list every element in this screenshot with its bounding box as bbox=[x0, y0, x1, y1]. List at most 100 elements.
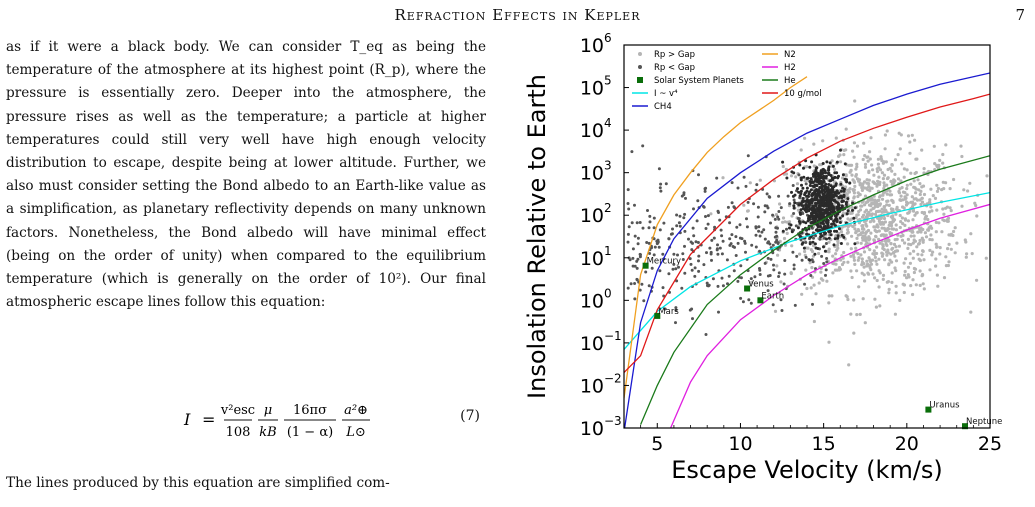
data-point-rp-below-gap bbox=[835, 229, 839, 233]
data-point-rp-above-gap bbox=[846, 242, 850, 246]
data-point-rp-above-gap bbox=[833, 268, 837, 272]
data-point-rp-above-gap bbox=[885, 203, 889, 207]
data-point-rp-above-gap bbox=[913, 267, 918, 271]
data-point-rp-below-gap bbox=[707, 283, 711, 287]
data-point-rp-above-gap bbox=[926, 228, 931, 232]
data-point-rp-below-gap bbox=[815, 212, 819, 216]
data-point-rp-below-gap bbox=[792, 212, 796, 215]
data-point-rp-below-gap bbox=[735, 225, 739, 229]
equation-svg: I = v²esc 108 μ kB 16πσ (1 − α) a²⊕ L⊙ bbox=[183, 403, 370, 440]
data-point-rp-below-gap bbox=[704, 227, 708, 230]
data-point-rp-above-gap bbox=[853, 99, 857, 103]
data-point-rp-above-gap bbox=[862, 250, 867, 254]
data-point-rp-above-gap bbox=[935, 183, 939, 187]
data-point-rp-below-gap bbox=[694, 240, 698, 244]
data-point-rp-above-gap bbox=[855, 269, 859, 273]
data-point-rp-above-gap bbox=[886, 176, 890, 180]
data-point-rp-above-gap bbox=[906, 211, 910, 215]
data-point-rp-below-gap bbox=[813, 252, 817, 256]
data-point-rp-above-gap bbox=[827, 340, 831, 344]
data-point-rp-above-gap bbox=[782, 236, 787, 241]
y-tick-label: 10 bbox=[580, 248, 604, 270]
data-point-rp-below-gap bbox=[828, 230, 831, 234]
data-point-rp-below-gap bbox=[647, 284, 651, 288]
data-point-rp-below-gap bbox=[697, 269, 701, 273]
data-point-rp-above-gap bbox=[898, 187, 902, 191]
data-point-rp-above-gap bbox=[889, 224, 894, 228]
data-point-rp-above-gap bbox=[934, 257, 938, 261]
data-point-rp-above-gap bbox=[830, 159, 834, 163]
data-point-rp-above-gap bbox=[856, 258, 860, 262]
planet-marker bbox=[925, 406, 932, 413]
data-point-rp-below-gap bbox=[831, 207, 835, 211]
data-point-rp-below-gap bbox=[792, 171, 796, 175]
data-point-rp-above-gap bbox=[784, 172, 789, 176]
x-tick-label: 25 bbox=[978, 433, 1002, 455]
data-point-rp-above-gap bbox=[913, 239, 917, 243]
data-point-rp-above-gap bbox=[894, 223, 898, 227]
data-point-rp-below-gap bbox=[695, 219, 699, 223]
y-tick-label: 10 bbox=[580, 35, 604, 57]
data-point-rp-below-gap bbox=[835, 160, 839, 164]
data-point-rp-above-gap bbox=[896, 177, 901, 181]
data-point-rp-below-gap bbox=[804, 241, 808, 244]
data-point-rp-above-gap bbox=[914, 187, 918, 191]
data-point-rp-above-gap bbox=[885, 253, 889, 257]
data-point-rp-below-gap bbox=[812, 174, 815, 178]
data-point-rp-above-gap bbox=[877, 285, 881, 289]
legend-label: H2 bbox=[784, 63, 796, 73]
data-point-rp-above-gap bbox=[904, 196, 908, 200]
data-point-rp-above-gap bbox=[913, 171, 917, 176]
data-point-rp-above-gap bbox=[893, 254, 897, 258]
data-point-rp-below-gap bbox=[777, 275, 781, 278]
data-point-rp-below-gap bbox=[743, 241, 747, 245]
data-point-rp-above-gap bbox=[803, 136, 807, 140]
data-point-rp-above-gap bbox=[906, 265, 911, 269]
data-point-rp-above-gap bbox=[890, 271, 894, 275]
data-point-rp-above-gap bbox=[858, 193, 862, 197]
data-point-rp-above-gap bbox=[890, 169, 894, 173]
data-point-rp-above-gap bbox=[890, 163, 894, 167]
data-point-rp-below-gap bbox=[674, 321, 677, 325]
data-point-rp-above-gap bbox=[899, 133, 903, 137]
data-point-rp-below-gap bbox=[794, 224, 798, 228]
data-point-rp-above-gap bbox=[814, 292, 818, 296]
y-tick-exponent: 1 bbox=[604, 244, 612, 258]
data-point-rp-below-gap bbox=[627, 225, 631, 229]
data-point-rp-above-gap bbox=[880, 251, 884, 255]
data-point-rp-above-gap bbox=[894, 291, 898, 295]
data-point-rp-below-gap bbox=[738, 236, 742, 240]
data-point-rp-below-gap bbox=[816, 177, 819, 181]
data-point-rp-above-gap bbox=[902, 261, 906, 265]
data-point-rp-above-gap bbox=[871, 168, 875, 172]
data-point-rp-below-gap bbox=[809, 177, 813, 181]
eq-frac4-num: a²⊕ bbox=[344, 403, 368, 418]
data-point-rp-above-gap bbox=[867, 169, 871, 173]
data-point-rp-below-gap bbox=[763, 237, 767, 241]
y-tick-label: 10 bbox=[580, 290, 604, 312]
data-point-rp-above-gap bbox=[887, 291, 891, 295]
data-point-rp-below-gap bbox=[702, 205, 706, 209]
data-point-rp-above-gap bbox=[774, 213, 778, 217]
data-point-rp-below-gap bbox=[823, 208, 826, 212]
data-point-rp-below-gap bbox=[680, 286, 684, 290]
data-point-rp-above-gap bbox=[911, 278, 915, 282]
data-point-rp-above-gap bbox=[872, 219, 876, 223]
data-point-rp-below-gap bbox=[811, 181, 815, 184]
data-point-rp-below-gap bbox=[710, 238, 714, 242]
data-point-rp-above-gap bbox=[908, 252, 912, 256]
data-point-rp-above-gap bbox=[877, 219, 881, 223]
data-point-rp-above-gap bbox=[899, 194, 903, 198]
data-point-rp-below-gap bbox=[814, 217, 818, 221]
data-point-rp-below-gap bbox=[826, 189, 830, 193]
data-point-rp-above-gap bbox=[860, 188, 864, 192]
data-point-rp-below-gap bbox=[697, 173, 700, 177]
data-point-rp-above-gap bbox=[873, 198, 877, 202]
data-point-rp-below-gap bbox=[818, 195, 822, 199]
data-point-rp-above-gap bbox=[849, 254, 853, 258]
data-point-rp-above-gap bbox=[773, 309, 778, 313]
data-point-rp-below-gap bbox=[797, 203, 801, 207]
data-point-rp-above-gap bbox=[918, 238, 922, 243]
data-point-rp-above-gap bbox=[850, 234, 854, 238]
data-point-rp-above-gap bbox=[749, 281, 753, 285]
